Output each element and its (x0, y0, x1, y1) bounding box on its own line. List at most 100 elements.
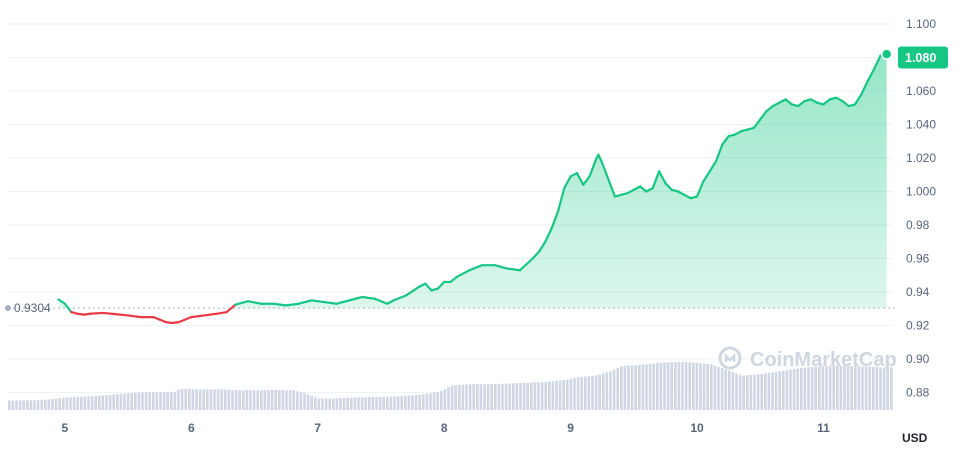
price-segment (310, 299, 326, 304)
price-segment (348, 295, 364, 302)
volume-bar (310, 395, 313, 410)
volume-bar (321, 398, 324, 410)
currency-unit-label: USD (902, 431, 928, 445)
volume-bar (882, 367, 886, 410)
volume-bar (576, 377, 580, 410)
volume-bar (152, 392, 155, 410)
volume-bar (288, 390, 292, 410)
volume-bar (155, 392, 159, 410)
y-tick-label: 0.94 (906, 285, 930, 299)
volume-bar (44, 399, 47, 410)
y-tick-label: 0.96 (906, 252, 930, 266)
volume-bar (252, 390, 256, 410)
volume-bar (425, 393, 429, 410)
price-segment (89, 311, 104, 315)
volume-bar (504, 383, 508, 410)
y-tick-label: 1.060 (906, 84, 936, 98)
volume-bar (58, 398, 61, 410)
price-segment (247, 300, 262, 305)
volume-bar (699, 363, 702, 410)
volume-bar (159, 392, 162, 410)
volume-bar (810, 366, 814, 410)
volume-bar (432, 392, 436, 410)
price-segment (835, 96, 844, 103)
volume-bar (346, 397, 349, 410)
price-segment (127, 314, 142, 319)
volume-bar (90, 396, 94, 410)
price-segment (651, 170, 661, 190)
volume-bar (249, 390, 252, 410)
volume-bar (602, 373, 605, 410)
volume-bar (648, 363, 652, 410)
volume-bar (861, 366, 864, 410)
price-segment (784, 98, 793, 106)
volume-bar (317, 398, 321, 410)
price-segment (853, 93, 863, 106)
volume-bar (429, 393, 432, 410)
price-segment (597, 153, 604, 165)
volume-bar (720, 367, 724, 410)
volume-bar (350, 397, 353, 410)
volume-bar (18, 400, 22, 410)
volume-bar (461, 384, 465, 410)
volume-bar (785, 370, 789, 410)
volume-bar (40, 400, 43, 410)
price-segment (335, 299, 351, 305)
volume-bar (663, 362, 666, 410)
price-segment (632, 185, 642, 191)
volume-bar (69, 397, 72, 410)
price-segment (424, 282, 433, 292)
price-segment (607, 178, 616, 198)
volume-bar (620, 366, 623, 410)
volume-bar (306, 394, 310, 410)
volume-bar (807, 367, 810, 410)
volume-bar (378, 396, 382, 410)
volume-bar (530, 382, 533, 410)
volume-bar (875, 367, 879, 410)
volume-bar (36, 400, 40, 410)
volume-bar (713, 365, 717, 410)
price-segment (114, 313, 130, 317)
volume-bar (857, 366, 861, 410)
volume-bar (112, 394, 115, 410)
volume-bar (360, 397, 364, 410)
volume-bar (674, 362, 677, 410)
x-tick-label: 7 (314, 421, 321, 435)
price-segment (537, 240, 547, 253)
price-segment (63, 302, 73, 314)
volume-bar (371, 397, 375, 410)
volume-bar (357, 397, 360, 410)
price-segment (588, 158, 597, 178)
watermark: CoinMarketCap (718, 346, 897, 371)
volume-bar (278, 390, 281, 410)
volume-bar (486, 384, 490, 410)
volume-bar (98, 395, 101, 410)
volume-bar (868, 366, 871, 410)
price-segment (417, 282, 427, 289)
price-segment (272, 302, 288, 307)
x-tick-label: 5 (62, 421, 69, 435)
volume-bar (569, 378, 573, 410)
price-segment (177, 316, 193, 324)
volume-bar (422, 394, 425, 410)
volume-bar (782, 370, 785, 410)
volume-bar (472, 384, 475, 410)
price-segment (101, 311, 117, 316)
reference-value-label: 0.9304 (14, 301, 51, 315)
volume-bar (267, 390, 270, 410)
price-segment (695, 180, 705, 198)
volume-bar (774, 371, 778, 410)
volume-bar (22, 400, 25, 410)
volume-bar (828, 365, 832, 410)
y-tick-label: 1.040 (906, 118, 936, 132)
volume-bar (756, 374, 760, 410)
y-tick-label: 1.000 (906, 185, 936, 199)
price-area (58, 54, 887, 309)
volume-bar (80, 396, 83, 410)
price-segment (778, 98, 787, 104)
volume-bar (447, 387, 450, 410)
price-segment (683, 193, 692, 200)
volume-bar (508, 383, 511, 410)
